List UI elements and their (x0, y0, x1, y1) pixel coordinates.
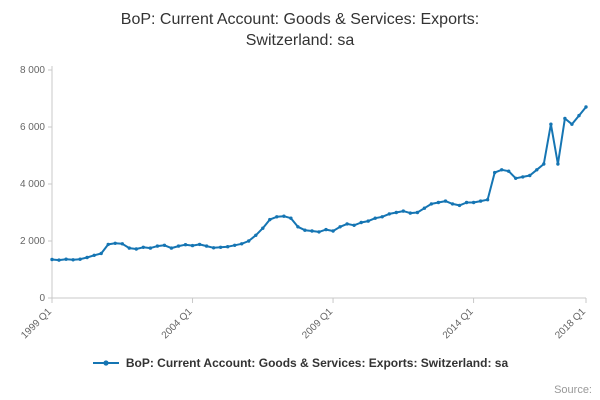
series-point (422, 206, 427, 210)
legend-item[interactable]: BoP: Current Account: Goods & Services: … (0, 356, 600, 370)
series-point (331, 229, 335, 233)
series-point (324, 227, 328, 232)
series-point (429, 202, 434, 206)
series-point (450, 202, 455, 206)
series-point (226, 245, 230, 249)
series-point (162, 243, 167, 247)
series-point (366, 219, 370, 223)
y-axis-tick-label: 2 000 (20, 236, 45, 247)
series-point (359, 220, 363, 225)
series-point (64, 257, 68, 261)
series-point (106, 242, 110, 247)
series-point (471, 200, 476, 205)
series-point (485, 198, 490, 202)
series-point (345, 222, 349, 226)
series-point (310, 229, 314, 233)
series-point (261, 226, 265, 230)
series-line (51, 106, 587, 262)
y-axis-tick-label: 4 000 (20, 179, 45, 190)
x-axis-tick-label: 2018 Q1 (553, 306, 588, 341)
series-point (507, 169, 511, 173)
series-point (92, 253, 96, 257)
series-point (500, 168, 504, 172)
series-point (528, 173, 532, 178)
series-point (197, 242, 202, 247)
legend-line-marker (92, 360, 119, 366)
series-point (190, 243, 195, 248)
series-point (176, 244, 181, 248)
x-axis-tick-label: 2004 Q1 (160, 306, 195, 341)
y-axis-tick-label: 6 000 (20, 122, 45, 133)
series-point (57, 258, 61, 262)
series-point (50, 257, 54, 262)
series-point (317, 230, 321, 234)
y-axis-tick-label: 0 (39, 293, 45, 304)
series-point (521, 175, 525, 179)
chart-title-line2: Switzerland: sa (245, 31, 355, 49)
series-point (464, 200, 469, 205)
series-point (113, 241, 117, 245)
series-point (169, 246, 174, 250)
series-point (556, 162, 560, 166)
series-point (457, 203, 462, 208)
series-point (120, 242, 125, 246)
series-point (408, 211, 412, 215)
series-point (233, 243, 237, 247)
series-point (268, 217, 272, 222)
series-point (535, 168, 539, 172)
series-point (71, 258, 75, 262)
series-point (549, 122, 553, 126)
series-point (394, 210, 398, 215)
series-point (296, 225, 300, 229)
series-point (436, 200, 441, 205)
series-point (373, 216, 377, 220)
series-point (275, 215, 279, 219)
series-point (443, 199, 448, 203)
series-point (247, 239, 251, 243)
series-point (99, 251, 103, 256)
series-point (78, 257, 82, 261)
y-axis-tick-label: 8 000 (20, 65, 45, 76)
series-point (563, 116, 567, 121)
series-point (127, 246, 131, 250)
x-axis-tick-label: 2009 Q1 (300, 306, 335, 341)
source-label: Source: (554, 384, 592, 396)
series-point (289, 216, 293, 220)
series-point (155, 244, 160, 248)
series-point (282, 214, 286, 218)
series-point (141, 245, 145, 249)
series-point (577, 113, 581, 118)
chart-title: BoP: Current Account: Goods & Services: … (0, 10, 600, 52)
series-point (211, 246, 216, 250)
chart-title-line1: BoP: Current Account: Goods & Services: … (120, 11, 480, 28)
x-axis-tick-label: 1999 Q1 (19, 306, 54, 341)
series-point (514, 176, 518, 180)
series-point (204, 244, 209, 248)
series-point (183, 243, 188, 247)
series-point (85, 255, 89, 260)
legend-label: BoP: Current Account: Goods & Services: … (125, 356, 509, 370)
series-point (303, 228, 307, 232)
series-point (493, 170, 497, 175)
series-point (148, 246, 153, 250)
series-point (478, 199, 483, 203)
series-point (542, 162, 546, 166)
series-point (352, 223, 356, 227)
series-point (240, 242, 244, 246)
x-axis-tick-label: 2014 Q1 (441, 306, 476, 341)
series-point (254, 233, 258, 237)
series-point (570, 122, 574, 126)
series-point (380, 215, 384, 219)
series-point (401, 209, 405, 213)
series-point (134, 247, 138, 251)
series-point (387, 212, 391, 216)
series-point (584, 105, 588, 109)
chart-canvas: 0 2 000 4 000 6 000 8 000 1999 Q1 2004 Q1 2009 … (19, 65, 588, 341)
series-point (415, 210, 420, 215)
series-point (338, 225, 342, 229)
series-point (218, 245, 223, 249)
